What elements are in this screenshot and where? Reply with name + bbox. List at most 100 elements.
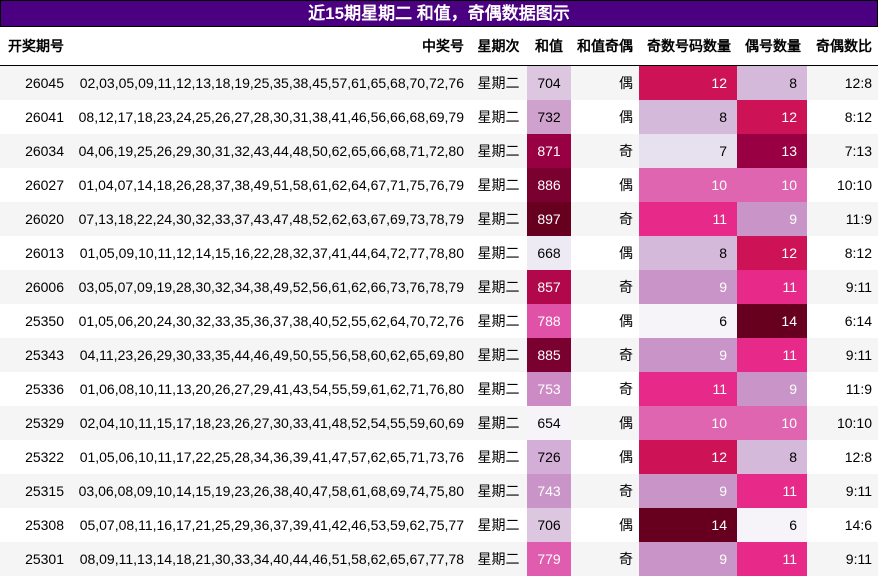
odd-count-cell: 11: [639, 202, 737, 236]
ratio-cell: 12:8: [807, 65, 878, 100]
sum-cell: 743: [527, 474, 571, 508]
even-count-cell: 6: [737, 508, 807, 542]
table-row: 26013 01,05,09,10,11,12,14,15,16,22,28,32…: [0, 236, 878, 270]
even-count-cell: 14: [737, 304, 807, 338]
numbers-cell: 03,05,07,09,19,28,30,32,34,38,49,52,56,6…: [70, 270, 470, 304]
sum-parity-cell: 奇: [571, 134, 639, 168]
table-row: 25308 05,07,08,11,16,17,21,25,29,36,37,39…: [0, 508, 878, 542]
table-row: 25322 01,05,06,10,11,17,22,25,28,34,36,39…: [0, 440, 878, 474]
table-row: 26034 04,06,19,25,26,29,30,31,32,43,44,48…: [0, 134, 878, 168]
ratio-cell: 9:11: [807, 338, 878, 372]
odd-count-cell: 10: [639, 168, 737, 202]
ratio-cell: 8:12: [807, 100, 878, 134]
ratio-cell: 9:11: [807, 270, 878, 304]
numbers-cell: 02,04,10,11,15,17,18,23,26,27,30,33,41,4…: [70, 406, 470, 440]
numbers-cell: 05,07,08,11,16,17,21,25,29,36,37,39,41,4…: [70, 508, 470, 542]
weekday-cell: 星期二: [470, 270, 527, 304]
table-row: 25343 04,11,23,26,29,30,33,35,44,46,49,50…: [0, 338, 878, 372]
odd-count-cell: 7: [639, 134, 737, 168]
sum-cell: 668: [527, 236, 571, 270]
even-count-cell: 12: [737, 100, 807, 134]
table-row: 26041 08,12,17,18,23,24,25,26,27,28,30,31…: [0, 100, 878, 134]
ratio-cell: 9:11: [807, 542, 878, 576]
odd-count-cell: 9: [639, 474, 737, 508]
sum-parity-cell: 奇: [571, 338, 639, 372]
even-count-cell: 13: [737, 134, 807, 168]
sum-cell: 726: [527, 440, 571, 474]
weekday-cell: 星期二: [470, 236, 527, 270]
sum-parity-cell: 奇: [571, 542, 639, 576]
weekday-cell: 星期二: [470, 372, 527, 406]
odd-count-cell: 8: [639, 236, 737, 270]
header-odd-count: 奇数号码数量: [639, 27, 737, 66]
even-count-cell: 11: [737, 338, 807, 372]
ratio-cell: 10:10: [807, 406, 878, 440]
numbers-cell: 01,04,07,14,18,26,28,37,38,49,51,58,61,6…: [70, 168, 470, 202]
header-sum: 和值: [527, 27, 571, 66]
odd-count-cell: 12: [639, 440, 737, 474]
table-row: 25315 03,06,08,09,10,14,15,19,23,26,38,40…: [0, 474, 878, 508]
issue-cell: 26041: [0, 100, 70, 134]
odd-count-cell: 8: [639, 100, 737, 134]
table-row: 25329 02,04,10,11,15,17,18,23,26,27,30,33…: [0, 406, 878, 440]
odd-count-cell: 14: [639, 508, 737, 542]
weekday-cell: 星期二: [470, 542, 527, 576]
numbers-cell: 02,03,05,09,11,12,13,18,19,25,35,38,45,5…: [70, 65, 470, 100]
even-count-cell: 10: [737, 168, 807, 202]
sum-parity-cell: 偶: [571, 304, 639, 338]
odd-count-cell: 6: [639, 304, 737, 338]
sum-parity-cell: 偶: [571, 406, 639, 440]
ratio-cell: 7:13: [807, 134, 878, 168]
sum-parity-cell: 偶: [571, 168, 639, 202]
weekday-cell: 星期二: [470, 168, 527, 202]
sum-parity-cell: 偶: [571, 440, 639, 474]
ratio-cell: 14:6: [807, 508, 878, 542]
sum-cell: 857: [527, 270, 571, 304]
sum-cell: 871: [527, 134, 571, 168]
issue-cell: 25336: [0, 372, 70, 406]
even-count-cell: 9: [737, 372, 807, 406]
even-count-cell: 10: [737, 406, 807, 440]
issue-cell: 25343: [0, 338, 70, 372]
sum-cell: 886: [527, 168, 571, 202]
sum-parity-cell: 奇: [571, 372, 639, 406]
even-count-cell: 12: [737, 236, 807, 270]
sum-cell: 753: [527, 372, 571, 406]
odd-count-cell: 9: [639, 270, 737, 304]
table-row: 25336 01,06,08,10,11,13,20,26,27,29,41,43…: [0, 372, 878, 406]
even-count-cell: 8: [737, 440, 807, 474]
numbers-cell: 08,09,11,13,14,18,21,30,33,34,40,44,46,5…: [70, 542, 470, 576]
issue-cell: 26006: [0, 270, 70, 304]
header-sum-parity: 和值奇偶: [571, 27, 639, 66]
weekday-cell: 星期二: [470, 406, 527, 440]
sum-parity-cell: 偶: [571, 65, 639, 100]
table-row: 25301 08,09,11,13,14,18,21,30,33,34,40,44…: [0, 542, 878, 576]
numbers-cell: 01,05,09,10,11,12,14,15,16,22,28,32,37,4…: [70, 236, 470, 270]
data-table: 开奖期号 中奖号 星期次 和值 和值奇偶 奇数号码数量 偶号数量 奇偶数比 26…: [0, 27, 878, 576]
odd-count-cell: 12: [639, 65, 737, 100]
ratio-cell: 6:14: [807, 304, 878, 338]
odd-count-cell: 9: [639, 542, 737, 576]
numbers-cell: 03,06,08,09,10,14,15,19,23,26,38,40,47,5…: [70, 474, 470, 508]
even-count-cell: 11: [737, 270, 807, 304]
weekday-cell: 星期二: [470, 474, 527, 508]
ratio-cell: 8:12: [807, 236, 878, 270]
weekday-cell: 星期二: [470, 65, 527, 100]
ratio-cell: 9:11: [807, 474, 878, 508]
sum-parity-cell: 奇: [571, 202, 639, 236]
sum-parity-cell: 奇: [571, 270, 639, 304]
weekday-cell: 星期二: [470, 304, 527, 338]
sum-parity-cell: 偶: [571, 100, 639, 134]
header-weekday: 星期次: [470, 27, 527, 66]
numbers-cell: 08,12,17,18,23,24,25,26,27,28,30,31,38,4…: [70, 100, 470, 134]
header-ratio: 奇偶数比: [807, 27, 878, 66]
issue-cell: 25329: [0, 406, 70, 440]
even-count-cell: 8: [737, 65, 807, 100]
weekday-cell: 星期二: [470, 440, 527, 474]
numbers-cell: 04,06,19,25,26,29,30,31,32,43,44,48,50,6…: [70, 134, 470, 168]
issue-cell: 26027: [0, 168, 70, 202]
header-numbers: 中奖号: [70, 27, 470, 66]
even-count-cell: 9: [737, 202, 807, 236]
weekday-cell: 星期二: [470, 508, 527, 542]
odd-count-cell: 10: [639, 406, 737, 440]
